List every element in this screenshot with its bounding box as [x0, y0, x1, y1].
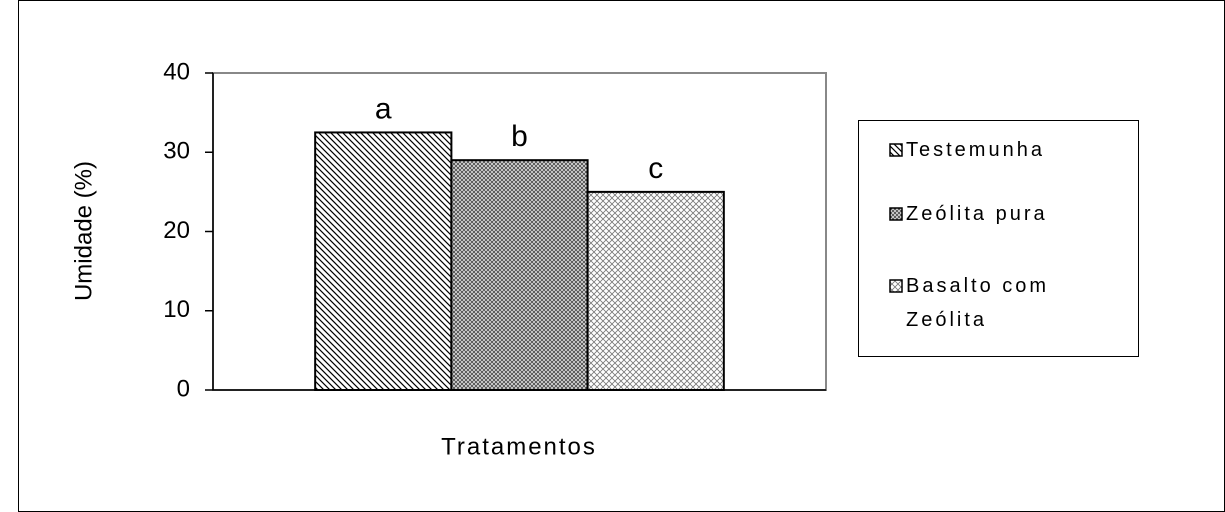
y-tick-label: 20 [163, 217, 190, 244]
legend-label: Zeólita pura [906, 203, 1048, 225]
bar [586, 190, 725, 391]
y-tick-label: 40 [163, 58, 190, 85]
bar-annotation: b [511, 120, 528, 153]
legend-label: Basalto com Zeólita [906, 275, 1050, 331]
legend-swatch [889, 279, 903, 293]
y-tick-label: 30 [163, 138, 190, 165]
y-tick-label: 10 [163, 296, 190, 323]
legend-entry: Basalto com Zeólita [889, 269, 1129, 337]
legend-entry: Testemunha [889, 133, 1129, 167]
legend-swatch-box [889, 207, 903, 221]
legend-entry: Zeólita pura [889, 197, 1129, 231]
bar-annotation: c [648, 152, 663, 185]
legend-swatch-box [889, 143, 903, 157]
bar [314, 131, 453, 391]
legend: Testemunha Zeólita pura Basalto com Zeólit… [858, 120, 1139, 357]
legend-swatch [889, 207, 903, 221]
bar-annotation: a [375, 92, 392, 125]
bar [450, 159, 589, 391]
legend-swatch [889, 143, 903, 157]
legend-label: Testemunha [906, 139, 1045, 161]
y-axis-label: Umidade (%) [70, 161, 97, 301]
x-axis-label: Tratamentos [441, 433, 597, 460]
legend-swatch-box [889, 279, 903, 293]
y-tick-label: 0 [177, 375, 190, 402]
